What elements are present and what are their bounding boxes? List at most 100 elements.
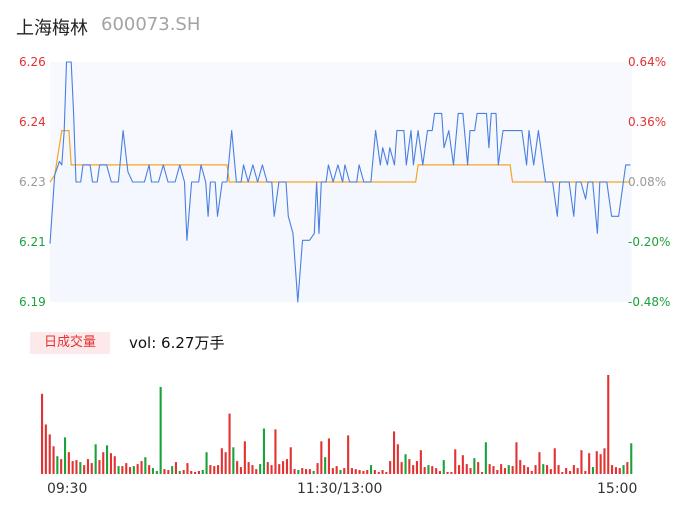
volume-bar [132,466,135,474]
volume-bar [56,456,59,474]
volume-bar [549,469,552,475]
volume-bar [190,471,193,474]
volume-bar [113,456,116,474]
volume-bar [622,465,625,474]
volume-bar [94,444,97,474]
volume-bar [630,443,633,474]
volume-bar [305,469,308,475]
volume-bar [197,471,200,474]
volume-bar [316,463,319,474]
volume-bar [262,428,265,474]
volume-bar [603,448,606,474]
volume-bar [412,465,415,474]
volume-bar [289,447,292,474]
volume-bar [503,468,506,474]
volume-bar [469,468,472,474]
volume-bar [507,465,510,474]
volume-bar [389,461,392,474]
price-tick-label: 6.26 [19,55,46,69]
volume-bar [220,448,223,474]
volume-bar [79,462,82,474]
volume-bar [477,462,480,474]
volume-bar [205,452,208,474]
volume-bar [404,454,407,474]
volume-bar [331,468,334,474]
volume-bar [362,471,365,474]
price-tick-label: 6.24 [19,115,46,129]
volume-bar [44,424,47,474]
daily-volume-tab[interactable]: 日成交量 [30,332,110,354]
volume-bar [611,465,614,474]
volume-bar [236,461,239,474]
stock-name: 上海梅林 [16,18,88,39]
volume-bar [83,465,86,474]
volume-bar [339,470,342,474]
volume-bar [71,461,74,474]
volume-bar [488,464,491,474]
volume-bar [572,465,575,474]
volume-bar [350,468,353,474]
volume-bar [492,466,495,474]
volume-bar [580,450,583,474]
volume-bar [415,461,418,474]
volume-bar [217,465,220,474]
volume-bars [41,375,633,475]
volume-bar [129,467,132,474]
volume-bar [109,453,112,474]
volume-bar [121,466,124,474]
volume-bar [461,455,464,474]
percent-tick-label: -0.20% [628,235,671,249]
volume-bar [178,471,181,474]
volume-bar [327,438,330,474]
percent-tick-label: -0.48% [628,295,671,309]
volume-bar [458,465,461,474]
volume-bar [435,468,438,474]
volume-bar [86,459,89,474]
volume-bar [278,464,281,474]
volume-bar [591,467,594,474]
percent-tick-label: 0.08% [628,175,667,189]
volume-bar [324,457,327,474]
volume-bar [511,466,514,474]
volume-bar [151,468,154,474]
volume-bar [301,468,304,474]
volume-bar [182,470,185,474]
volume-bar [557,465,560,474]
volume-bar [343,468,346,474]
volume-bar [282,461,285,474]
volume-bar [159,386,162,474]
volume-bar [438,471,441,474]
percent-tick-label: 0.36% [628,115,667,129]
volume-bar [626,462,629,474]
volume-bar [588,453,591,474]
volume-bar [454,449,457,475]
volume-bar [148,465,151,474]
volume-bar [259,464,262,474]
volume-bar [270,465,273,474]
volume-bar [393,431,396,474]
price-line [49,61,631,303]
volume-readout: vol: 6.27万手 [129,334,225,352]
volume-bar [381,470,384,474]
volume-bar [48,434,51,474]
volume-bar [194,472,197,474]
volume-bar [561,472,564,474]
volume-bar [224,452,227,474]
volume-bar [553,448,556,474]
volume-bar [546,465,549,474]
volume-bar [167,470,170,474]
volume-bar [41,393,44,474]
volume-bar [370,465,373,474]
volume-bar [209,465,212,474]
volume-bar [255,469,258,475]
volume-bar [473,458,476,474]
volume-bar [232,447,235,474]
volume-bar [450,472,453,474]
volume-bar [140,461,143,474]
volume-bar [373,470,376,474]
volume-bar [530,471,533,474]
volume-bar [247,462,250,474]
volume-bar [239,467,242,474]
volume-bar [408,459,411,474]
